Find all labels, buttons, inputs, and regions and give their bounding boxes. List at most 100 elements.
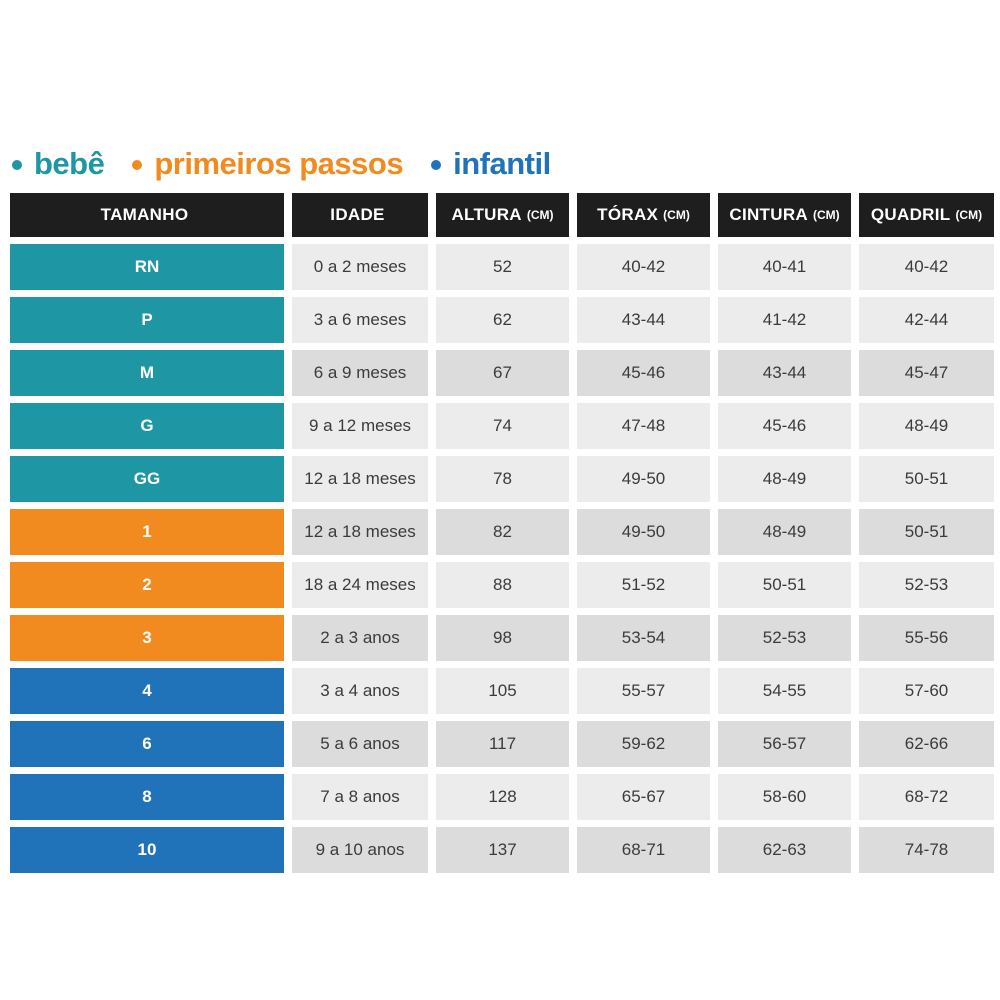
column-header-idade: IDADE [292, 193, 428, 237]
table-row: 10 9 a 10 anos 137 68-71 62-63 74-78 [10, 827, 994, 873]
column-header-altura: ALTURA (CM) [436, 193, 569, 237]
size-cell: 8 [10, 774, 284, 820]
table-row: 8 7 a 8 anos 128 65-67 58-60 68-72 [10, 774, 994, 820]
table-row: M 6 a 9 meses 67 45-46 43-44 45-47 [10, 350, 994, 396]
table-row: 1 12 a 18 meses 82 49-50 48-49 50-51 [10, 509, 994, 555]
data-cell: 40-42 [577, 244, 710, 290]
column-header-unit: (CM) [955, 208, 983, 222]
data-cell: 48-49 [718, 456, 851, 502]
legend-item-infantil: infantil [431, 146, 551, 182]
size-cell: G [10, 403, 284, 449]
data-cell: 53-54 [577, 615, 710, 661]
data-cell: 51-52 [577, 562, 710, 608]
column-header-label: TAMANHO [100, 205, 189, 224]
table-body: RN 0 a 2 meses 52 40-42 40-41 40-42 P 3 a 6 … [10, 244, 994, 873]
table-row: RN 0 a 2 meses 52 40-42 40-41 40-42 [10, 244, 994, 290]
data-cell: 12 a 18 meses [292, 456, 428, 502]
data-cell: 50-51 [859, 456, 994, 502]
table-row: GG 12 a 18 meses 78 49-50 48-49 50-51 [10, 456, 994, 502]
table-row: 4 3 a 4 anos 105 55-57 54-55 57-60 [10, 668, 994, 714]
data-cell: 52-53 [859, 562, 994, 608]
data-cell: 57-60 [859, 668, 994, 714]
data-cell: 74-78 [859, 827, 994, 873]
data-cell: 88 [436, 562, 569, 608]
table-row: 6 5 a 6 anos 117 59-62 56-57 62-66 [10, 721, 994, 767]
data-cell: 12 a 18 meses [292, 509, 428, 555]
data-cell: 62 [436, 297, 569, 343]
data-cell: 49-50 [577, 456, 710, 502]
data-cell: 98 [436, 615, 569, 661]
data-cell: 68-71 [577, 827, 710, 873]
column-header-torax: TÓRAX (CM) [577, 193, 710, 237]
size-cell: 6 [10, 721, 284, 767]
data-cell: 45-47 [859, 350, 994, 396]
data-cell: 18 a 24 meses [292, 562, 428, 608]
table-row: 3 2 a 3 anos 98 53-54 52-53 55-56 [10, 615, 994, 661]
column-header-unit: (CM) [663, 208, 690, 222]
size-cell: M [10, 350, 284, 396]
legend-bullet-icon [12, 160, 22, 170]
size-table: TAMANHO IDADE ALTURA (CM) TÓRAX (CM) CIN… [10, 193, 994, 873]
column-header-label: TÓRAX [597, 205, 659, 224]
size-cell: RN [10, 244, 284, 290]
legend: bebê primeiros passos infantil [0, 0, 1000, 182]
data-cell: 55-57 [577, 668, 710, 714]
data-cell: 6 a 9 meses [292, 350, 428, 396]
table-header-row: TAMANHO IDADE ALTURA (CM) TÓRAX (CM) CIN… [10, 193, 994, 237]
data-cell: 50-51 [859, 509, 994, 555]
legend-item-primeiros-passos: primeiros passos [132, 146, 404, 182]
size-cell: 4 [10, 668, 284, 714]
data-cell: 0 a 2 meses [292, 244, 428, 290]
data-cell: 56-57 [718, 721, 851, 767]
column-header-label: ALTURA [451, 205, 522, 224]
size-cell: 10 [10, 827, 284, 873]
data-cell: 74 [436, 403, 569, 449]
data-cell: 43-44 [577, 297, 710, 343]
column-header-label: QUADRIL [870, 205, 951, 224]
size-cell: 2 [10, 562, 284, 608]
data-cell: 7 a 8 anos [292, 774, 428, 820]
table-row: 2 18 a 24 meses 88 51-52 50-51 52-53 [10, 562, 994, 608]
column-header-cintura: CINTURA (CM) [718, 193, 851, 237]
data-cell: 49-50 [577, 509, 710, 555]
data-cell: 55-56 [859, 615, 994, 661]
data-cell: 52-53 [718, 615, 851, 661]
column-header-unit: (CM) [526, 208, 554, 222]
size-cell: GG [10, 456, 284, 502]
legend-item-bebe: bebê [12, 146, 105, 182]
data-cell: 48-49 [718, 509, 851, 555]
data-cell: 43-44 [718, 350, 851, 396]
data-cell: 62-66 [859, 721, 994, 767]
data-cell: 65-67 [577, 774, 710, 820]
size-cell: 3 [10, 615, 284, 661]
data-cell: 78 [436, 456, 569, 502]
data-cell: 50-51 [718, 562, 851, 608]
table-row: P 3 a 6 meses 62 43-44 41-42 42-44 [10, 297, 994, 343]
legend-label-bebe: bebê [34, 146, 105, 181]
legend-bullet-icon [132, 160, 143, 170]
data-cell: 45-46 [718, 403, 851, 449]
column-header-quadril: QUADRIL (CM) [859, 193, 994, 237]
data-cell: 42-44 [859, 297, 994, 343]
legend-label-infantil: infantil [453, 146, 551, 181]
data-cell: 5 a 6 anos [292, 721, 428, 767]
data-cell: 2 a 3 anos [292, 615, 428, 661]
data-cell: 67 [436, 350, 569, 396]
data-cell: 117 [436, 721, 569, 767]
column-header-tamanho: TAMANHO [10, 193, 284, 237]
size-cell: 1 [10, 509, 284, 555]
data-cell: 3 a 6 meses [292, 297, 428, 343]
data-cell: 40-41 [718, 244, 851, 290]
data-cell: 68-72 [859, 774, 994, 820]
data-cell: 128 [436, 774, 569, 820]
data-cell: 9 a 12 meses [292, 403, 428, 449]
legend-bullet-icon [431, 160, 442, 170]
column-header-unit: (CM) [812, 208, 840, 222]
data-cell: 52 [436, 244, 569, 290]
legend-label-primeiros-passos: primeiros passos [154, 146, 404, 181]
data-cell: 40-42 [859, 244, 994, 290]
data-cell: 58-60 [718, 774, 851, 820]
data-cell: 137 [436, 827, 569, 873]
data-cell: 41-42 [718, 297, 851, 343]
